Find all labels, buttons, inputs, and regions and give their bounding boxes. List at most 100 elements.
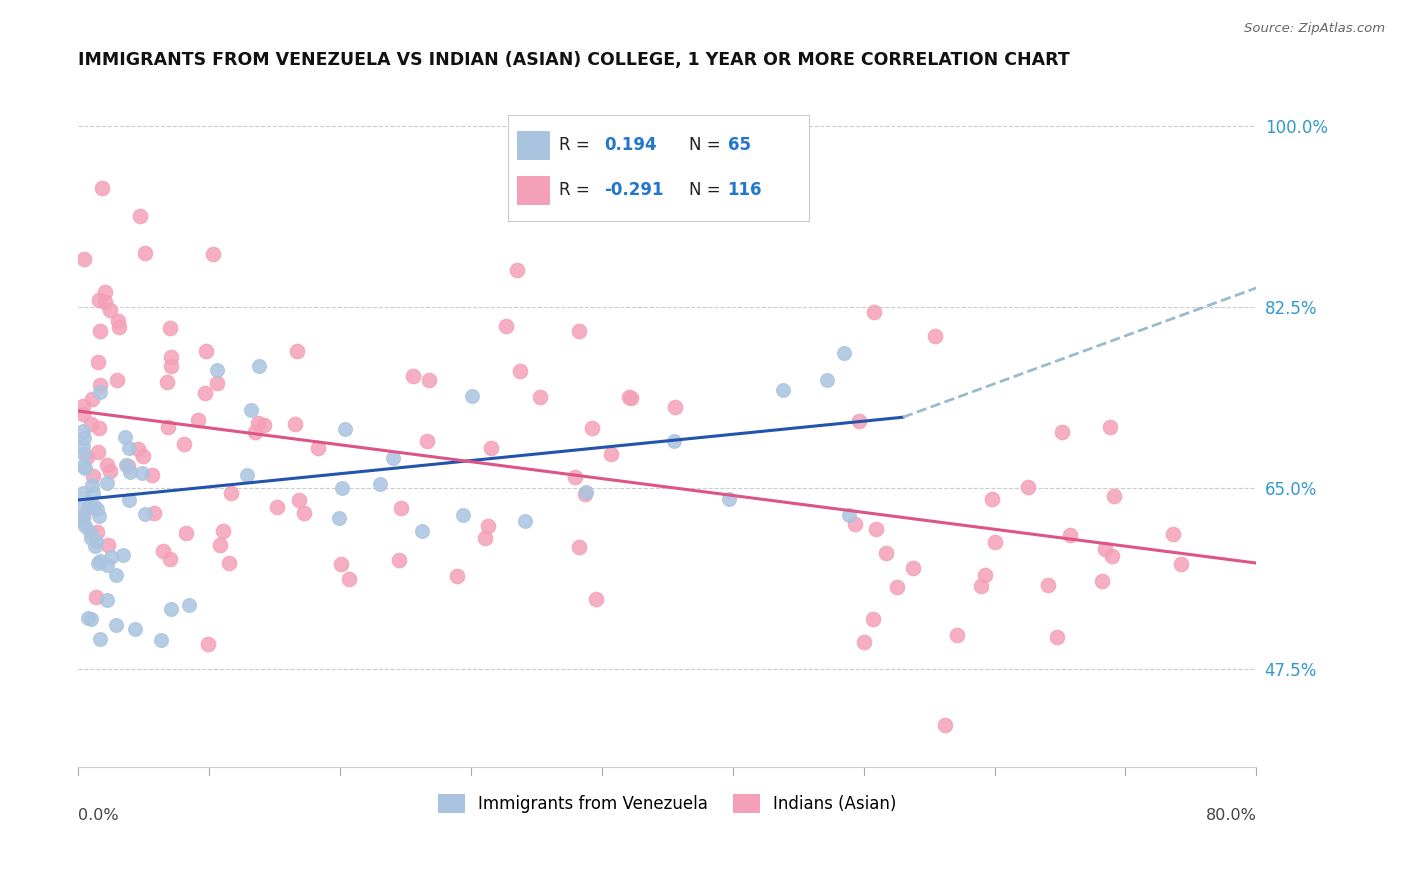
Point [96, 592, 118, 607]
Point [193, 386, 215, 401]
Point [187, 413, 209, 427]
Point [89, 324, 111, 338]
Point [82, 486, 104, 500]
Point [73, 252, 96, 267]
Point [513, 514, 536, 528]
Point [330, 481, 353, 495]
Point [75, 519, 97, 533]
Point [1094, 542, 1116, 557]
Point [207, 363, 229, 377]
Point [107, 314, 129, 328]
Point [266, 500, 288, 515]
Point [287, 492, 309, 507]
Point [177, 598, 200, 612]
Point [107, 320, 129, 334]
Point [337, 573, 360, 587]
Point [118, 465, 141, 479]
Point [529, 390, 551, 404]
Point [980, 491, 1002, 506]
Text: 80.0%: 80.0% [1205, 808, 1257, 823]
Point [174, 526, 197, 541]
Point [100, 549, 122, 564]
Point [368, 477, 391, 491]
Point [77, 611, 100, 625]
Point [415, 434, 437, 449]
Point [112, 548, 135, 562]
Point [94, 294, 117, 309]
Point [205, 376, 228, 390]
Point [98, 303, 121, 318]
Point [89, 378, 111, 392]
Point [80, 417, 103, 431]
Point [865, 522, 887, 536]
Point [388, 552, 411, 566]
Point [568, 540, 591, 554]
Point [96, 458, 118, 472]
Legend: Immigrants from Venezuela, Indians (Asian): Immigrants from Venezuela, Indians (Asia… [432, 788, 903, 820]
Point [946, 628, 969, 642]
Point [80, 477, 103, 491]
Point [86, 525, 108, 540]
Point [815, 373, 838, 387]
Point [787, 136, 810, 151]
Point [90, 181, 112, 195]
Point [1017, 480, 1039, 494]
Point [98, 464, 121, 478]
Point [619, 390, 641, 404]
Point [333, 422, 356, 436]
Point [173, 437, 195, 451]
Point [159, 552, 181, 566]
Point [118, 442, 141, 456]
Point [72, 499, 94, 513]
Point [574, 487, 596, 501]
Point [72, 438, 94, 452]
Point [160, 350, 183, 364]
Point [844, 517, 866, 532]
Point [141, 467, 163, 482]
Point [202, 247, 225, 261]
Point [73, 447, 96, 461]
Point [247, 416, 270, 430]
Point [96, 476, 118, 491]
Point [446, 569, 468, 583]
Text: Source: ZipAtlas.com: Source: ZipAtlas.com [1244, 22, 1385, 36]
Point [89, 554, 111, 568]
Point [72, 508, 94, 523]
Point [94, 285, 117, 299]
Point [1091, 574, 1114, 588]
Point [564, 470, 586, 484]
Point [127, 442, 149, 457]
Point [1046, 630, 1069, 644]
Point [863, 305, 886, 319]
Point [160, 359, 183, 374]
Point [156, 375, 179, 389]
Point [479, 441, 502, 455]
Point [875, 546, 897, 560]
Point [159, 321, 181, 335]
Point [970, 579, 993, 593]
Point [247, 359, 270, 373]
Point [72, 458, 94, 473]
Point [389, 500, 412, 515]
Text: IMMIGRANTS FROM VENEZUELA VS INDIAN (ASIAN) COLLEGE, 1 YEAR OR MORE CORRELATION : IMMIGRANTS FROM VENEZUELA VS INDIAN (ASI… [79, 51, 1070, 69]
Point [1101, 549, 1123, 563]
Point [284, 417, 307, 431]
Point [506, 263, 529, 277]
Point [117, 458, 139, 473]
Point [245, 425, 267, 440]
Point [72, 399, 94, 413]
Point [411, 524, 433, 538]
Point [77, 500, 100, 515]
Point [852, 634, 875, 648]
Point [97, 538, 120, 552]
Point [984, 534, 1007, 549]
Point [142, 506, 165, 520]
Point [87, 355, 110, 369]
Point [89, 385, 111, 400]
Point [89, 632, 111, 647]
Point [152, 544, 174, 558]
Point [307, 441, 329, 455]
Point [87, 556, 110, 570]
Point [664, 400, 686, 414]
Point [620, 391, 643, 405]
